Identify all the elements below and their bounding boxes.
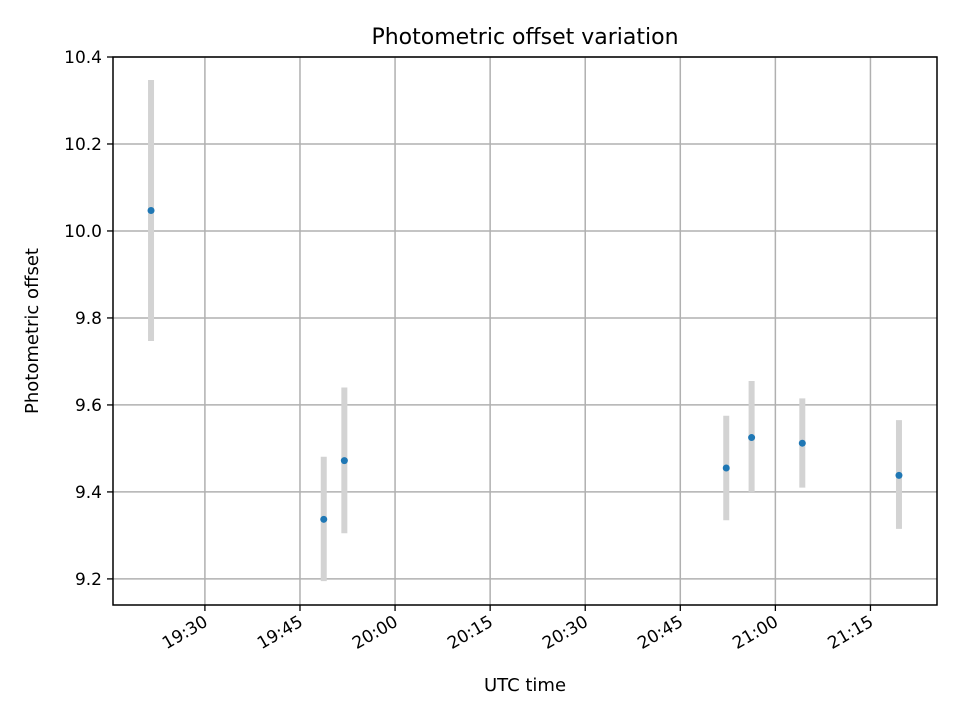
data-point — [722, 464, 730, 472]
x-tick-label: 20:15 — [444, 612, 496, 654]
x-tick-label: 19:30 — [159, 612, 211, 654]
tick-layer: 19:30 19:45 20:00 20:15 20:30 20:45 21:00 21:15… — [64, 48, 877, 654]
data-point — [798, 439, 806, 447]
data-point — [320, 515, 328, 523]
y-axis-label: Photometric offset — [22, 248, 43, 414]
grid-layer — [113, 56, 937, 605]
x-tick-label: 21:15 — [825, 612, 877, 654]
data-point — [895, 471, 903, 479]
x-tick-label: 19:45 — [254, 612, 306, 654]
x-axis-label: UTC time — [484, 675, 566, 696]
y-tick-label: 10.0 — [64, 222, 102, 242]
y-tick-label: 9.4 — [75, 483, 102, 503]
errorbar-layer — [148, 80, 902, 582]
y-tick-label: 10.2 — [64, 135, 102, 155]
x-tick-label: 21:00 — [729, 612, 781, 654]
data-point — [340, 457, 348, 465]
x-tick-label: 20:00 — [349, 612, 401, 654]
chart-title: Photometric offset variation — [371, 25, 678, 50]
plot-frame — [112, 56, 938, 606]
x-tick-label: 20:45 — [634, 612, 686, 654]
x-tick-label: 20:30 — [539, 612, 591, 654]
point-layer — [147, 207, 903, 523]
y-tick-label: 9.8 — [75, 309, 102, 329]
data-point — [147, 207, 155, 215]
data-point — [748, 434, 756, 442]
y-tick-label: 10.4 — [64, 48, 102, 68]
y-tick-label: 9.2 — [75, 570, 102, 590]
y-tick-label: 9.6 — [75, 396, 102, 416]
